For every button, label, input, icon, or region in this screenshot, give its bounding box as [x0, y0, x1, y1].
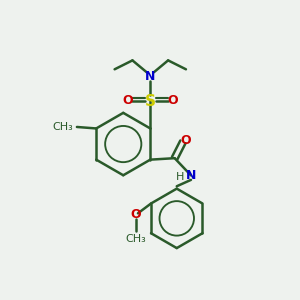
Text: O: O	[168, 94, 178, 107]
Text: O: O	[122, 94, 133, 107]
Text: H: H	[176, 172, 184, 182]
Text: O: O	[180, 134, 191, 146]
Text: O: O	[130, 208, 141, 221]
Text: CH₃: CH₃	[52, 122, 73, 132]
Text: N: N	[186, 169, 196, 182]
Text: CH₃: CH₃	[125, 233, 146, 244]
Text: S: S	[145, 94, 156, 109]
Text: N: N	[145, 70, 155, 83]
